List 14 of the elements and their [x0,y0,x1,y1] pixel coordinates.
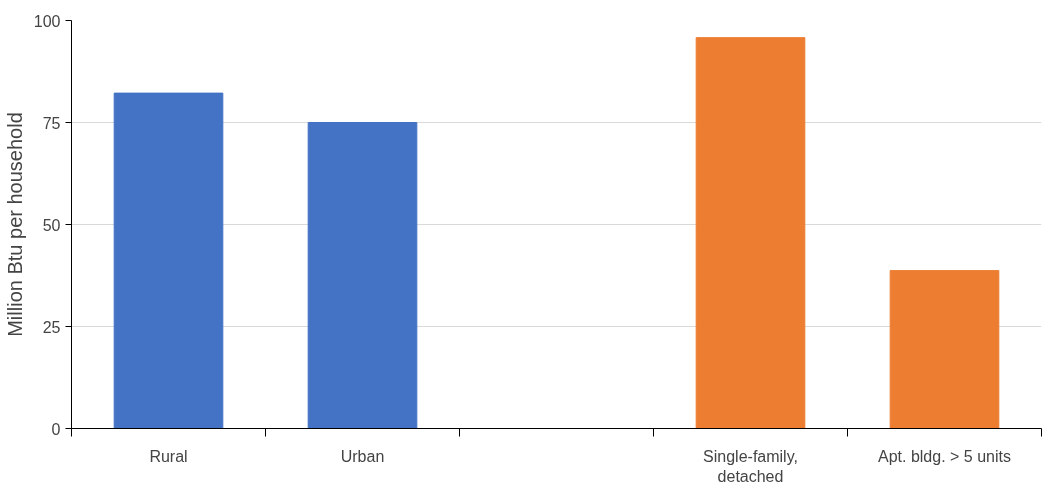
x-tick-label: Apt. bldg. > 5 units [878,447,1011,465]
bar [695,37,806,429]
y-axis-title: Million Btu per household [3,112,26,337]
bar [889,270,1000,429]
x-tick-label: Rural [149,447,188,465]
bar [113,92,224,429]
x-tick-label: Single-family, detached [703,447,798,485]
y-tick-label: 100 [33,12,61,30]
bar [307,122,418,429]
x-tick-label: Urban [340,447,385,465]
y-tick-label: 50 [42,216,61,234]
y-tick-label: 75 [42,114,61,132]
y-tick-label: 0 [51,420,61,438]
y-tick-label: 25 [42,318,61,336]
